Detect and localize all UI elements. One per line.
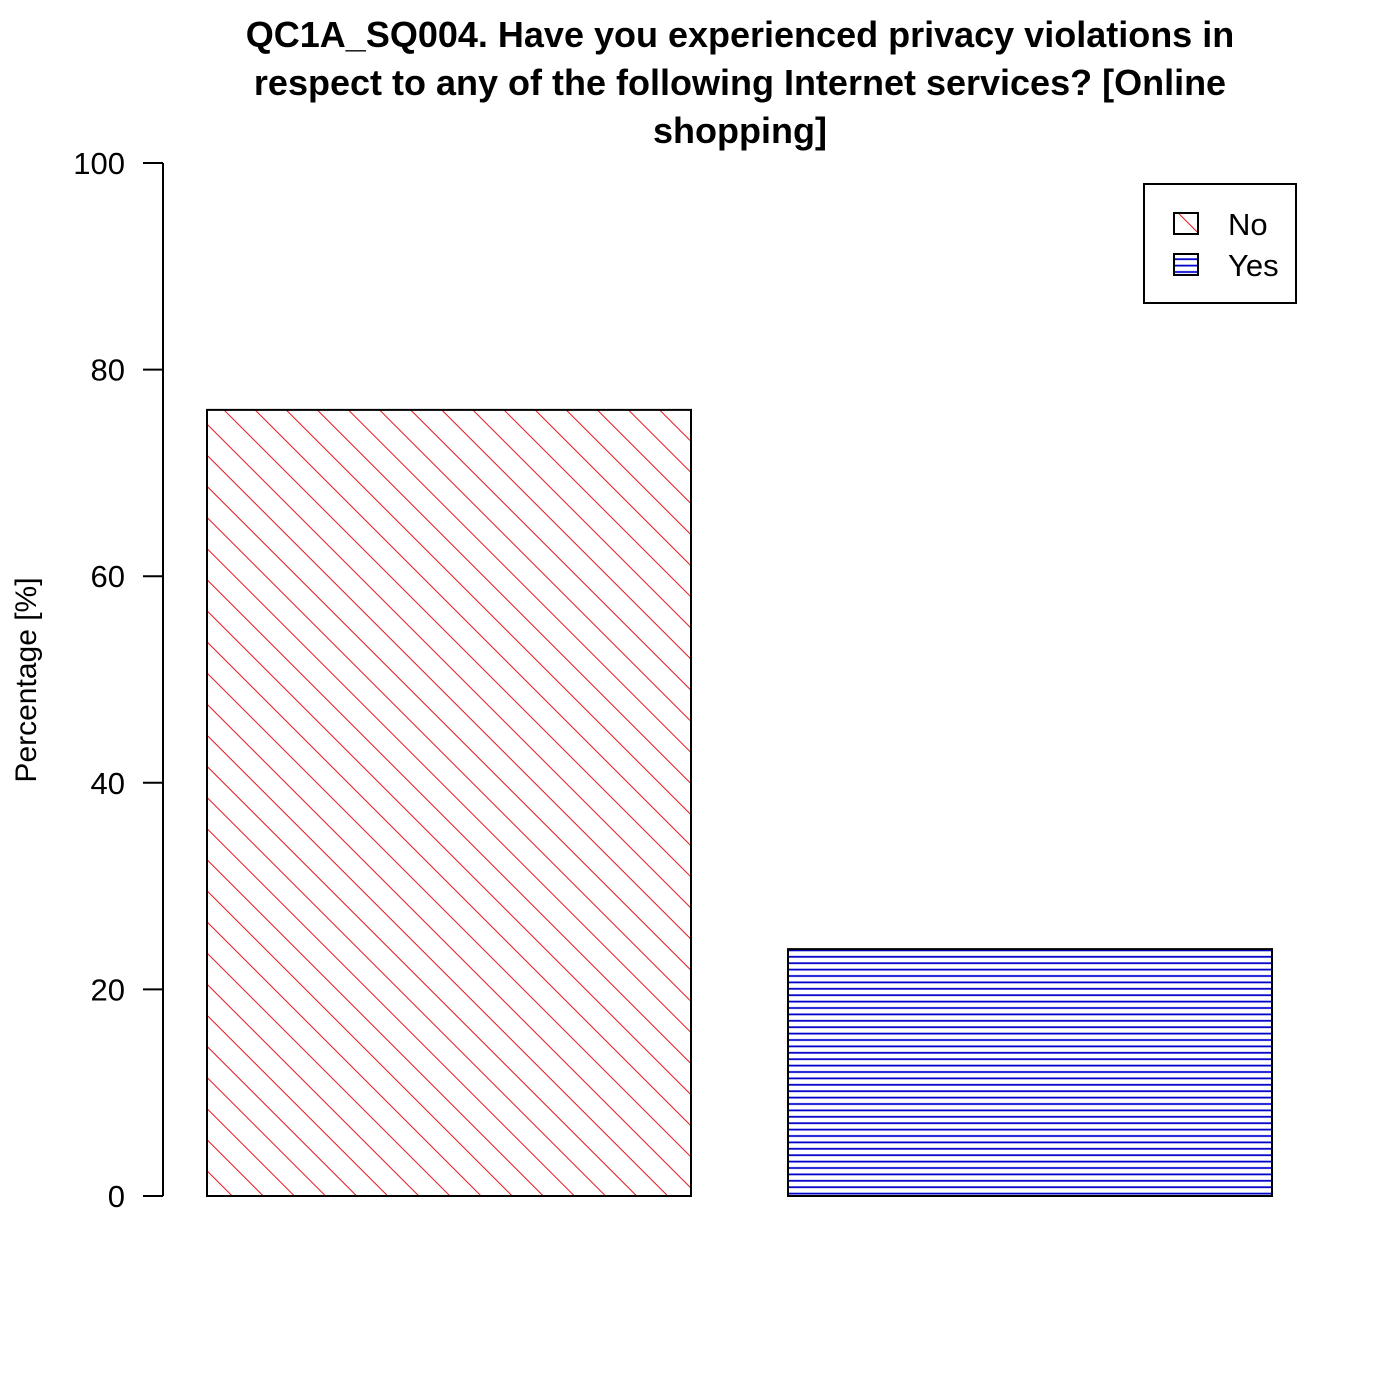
legend-label-yes: Yes — [1228, 248, 1279, 283]
y-tick-label: 100 — [73, 146, 125, 181]
y-axis: 0 20 40 60 80 100 — [73, 146, 164, 1214]
legend-swatch-yes — [1173, 253, 1199, 276]
y-tick-label: 80 — [91, 353, 125, 388]
y-axis-title: Percentage [%] — [10, 577, 43, 782]
legend-box — [1143, 183, 1297, 304]
chart-title-line-3: shopping] — [653, 110, 827, 151]
legend: No Yes — [1143, 183, 1297, 304]
bar-yes — [787, 948, 1273, 1197]
chart-title-line-1: QC1A_SQ004. Have you experienced privacy… — [246, 14, 1234, 55]
y-tick-label: 0 — [108, 1179, 125, 1214]
legend-label-no: No — [1228, 207, 1268, 242]
bars-group — [206, 408, 1273, 1197]
legend-swatch-no — [1173, 212, 1199, 235]
chart-title-line-2: respect to any of the following Internet… — [254, 62, 1226, 103]
y-tick-label: 40 — [91, 766, 125, 801]
y-tick-label: 60 — [91, 559, 125, 594]
bar-no — [206, 408, 692, 1197]
y-tick-label: 20 — [91, 972, 125, 1007]
